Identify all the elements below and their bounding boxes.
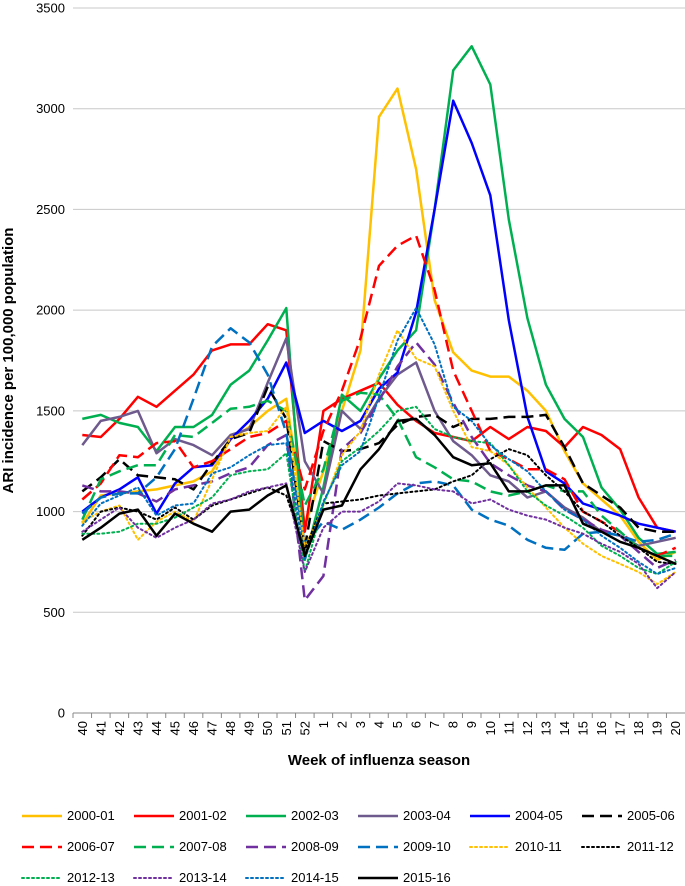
- x-tick-label: 41: [93, 721, 108, 735]
- legend-label: 2010-11: [515, 839, 562, 854]
- series-line-2009-10: [81, 327, 677, 552]
- x-tick-label: 14: [557, 721, 572, 735]
- y-tick-label: 2500: [36, 202, 65, 217]
- x-tick-label: 40: [75, 721, 90, 735]
- legend-item-2006-07: 2006-07: [22, 839, 115, 854]
- x-tick-label: 20: [668, 721, 683, 735]
- legend-item-2007-08: 2007-08: [134, 839, 227, 854]
- series-group: [81, 45, 677, 602]
- x-tick-label: 49: [242, 721, 257, 735]
- legend-label: 2008-09: [291, 839, 339, 854]
- legend-item-2013-14: 2013-14: [133, 870, 227, 885]
- legend-item-2009-10: 2009-10: [358, 839, 451, 854]
- legend-item-2000-01: 2000-01: [22, 808, 115, 823]
- x-tick-label: 50: [260, 721, 275, 735]
- x-tick-label: 8: [446, 721, 461, 728]
- legend-label: 2003-04: [403, 808, 451, 823]
- y-tick-label: 500: [43, 605, 65, 620]
- legend-item-2001-02: 2001-02: [134, 808, 227, 823]
- legend-label: 2002-03: [291, 808, 339, 823]
- legend-item-2003-04: 2003-04: [358, 808, 451, 823]
- x-tick-label: 5: [390, 721, 405, 728]
- x-tick-label: 47: [205, 721, 220, 735]
- series-line-2010-11: [81, 329, 677, 586]
- y-tick-label: 2000: [36, 303, 65, 318]
- legend-item-2014-15: 2014-15: [245, 870, 339, 885]
- legend-item-2005-06: 2005-06: [582, 808, 675, 823]
- series-line-2005-06: [81, 385, 676, 550]
- y-tick-label: 3500: [36, 1, 65, 16]
- x-tick-label: 10: [483, 721, 498, 735]
- x-tick-label: 17: [613, 721, 628, 735]
- x-tick-label: 46: [186, 721, 201, 735]
- x-tick-label: 51: [279, 721, 294, 735]
- series-line-2015-16: [81, 417, 677, 566]
- x-tick-label: 13: [538, 721, 553, 735]
- series-line-2001-02: [82, 322, 676, 533]
- legend-label: 2012-13: [67, 870, 115, 885]
- series-line-2002-03: [82, 45, 676, 562]
- x-tick-label: 45: [168, 721, 183, 735]
- x-axis-ticks: 40 41 42 43 44 45 46 47 48 49 50 51 52 1 2 3 4 5 6 7 8 9 10 11 1…: [72, 713, 683, 735]
- legend-label: 2001-02: [179, 808, 227, 823]
- x-tick-label: 44: [149, 721, 164, 735]
- legend-item-2012-13: 2012-13: [21, 870, 115, 885]
- legend-item-2002-03: 2002-03: [246, 808, 339, 823]
- series-line-2004-05: [81, 99, 676, 533]
- x-tick-label: 3: [353, 721, 368, 728]
- x-tick-label: 6: [409, 721, 424, 728]
- legend-label: 2004-05: [515, 808, 563, 823]
- x-tick-label: 48: [223, 721, 238, 735]
- series-line-2014-15: [81, 307, 677, 575]
- legend: 2000-01 2001-02 2002-03 2003-04 2004-05 2005-…: [21, 808, 675, 885]
- y-axis-ticks: 0 500 1000 1500 2000 2500 3000 3500: [36, 1, 65, 721]
- legend-label: 2009-10: [403, 839, 451, 854]
- x-tick-label: 1: [316, 721, 331, 728]
- legend-label: 2005-06: [627, 808, 675, 823]
- x-tick-label: 52: [297, 721, 312, 735]
- legend-label: 2006-07: [67, 839, 115, 854]
- legend-label: 2011-12: [627, 839, 674, 854]
- series-line-2011-12: [81, 448, 677, 565]
- x-tick-label: 12: [520, 721, 535, 735]
- x-axis-title: Week of influenza season: [288, 752, 470, 769]
- x-tick-label: 4: [372, 721, 387, 728]
- y-tick-label: 0: [58, 706, 65, 721]
- x-tick-label: 18: [631, 721, 646, 735]
- x-tick-label: 15: [576, 721, 591, 735]
- legend-label: 2013-14: [179, 870, 227, 885]
- legend-item-2011-12: 2011-12: [581, 839, 674, 854]
- y-tick-label: 3000: [36, 101, 65, 116]
- series-line-2013-14: [81, 482, 677, 590]
- legend-label: 2014-15: [291, 870, 339, 885]
- legend-label: 2000-01: [67, 808, 115, 823]
- x-tick-label: 11: [501, 721, 516, 735]
- legend-item-2010-11: 2010-11: [469, 839, 562, 854]
- y-tick-label: 1000: [36, 504, 65, 519]
- x-tick-label: 16: [594, 721, 609, 735]
- series-line-2006-07: [81, 234, 677, 558]
- x-tick-label: 19: [650, 721, 665, 735]
- x-tick-label: 42: [112, 721, 127, 735]
- series-line-2012-13: [81, 405, 677, 575]
- x-tick-label: 43: [130, 721, 145, 735]
- y-axis-title: ARI incidence per 100,000 population: [0, 228, 17, 494]
- x-tick-label: 9: [464, 721, 479, 728]
- y-tick-label: 1500: [36, 403, 65, 418]
- legend-item-2015-16: 2015-16: [358, 870, 451, 885]
- legend-item-2004-05: 2004-05: [470, 808, 563, 823]
- legend-label: 2007-08: [179, 839, 227, 854]
- x-tick-label: 2: [334, 721, 349, 728]
- legend-label: 2015-16: [403, 870, 451, 885]
- legend-item-2008-09: 2008-09: [246, 839, 339, 854]
- x-tick-label: 7: [427, 721, 442, 728]
